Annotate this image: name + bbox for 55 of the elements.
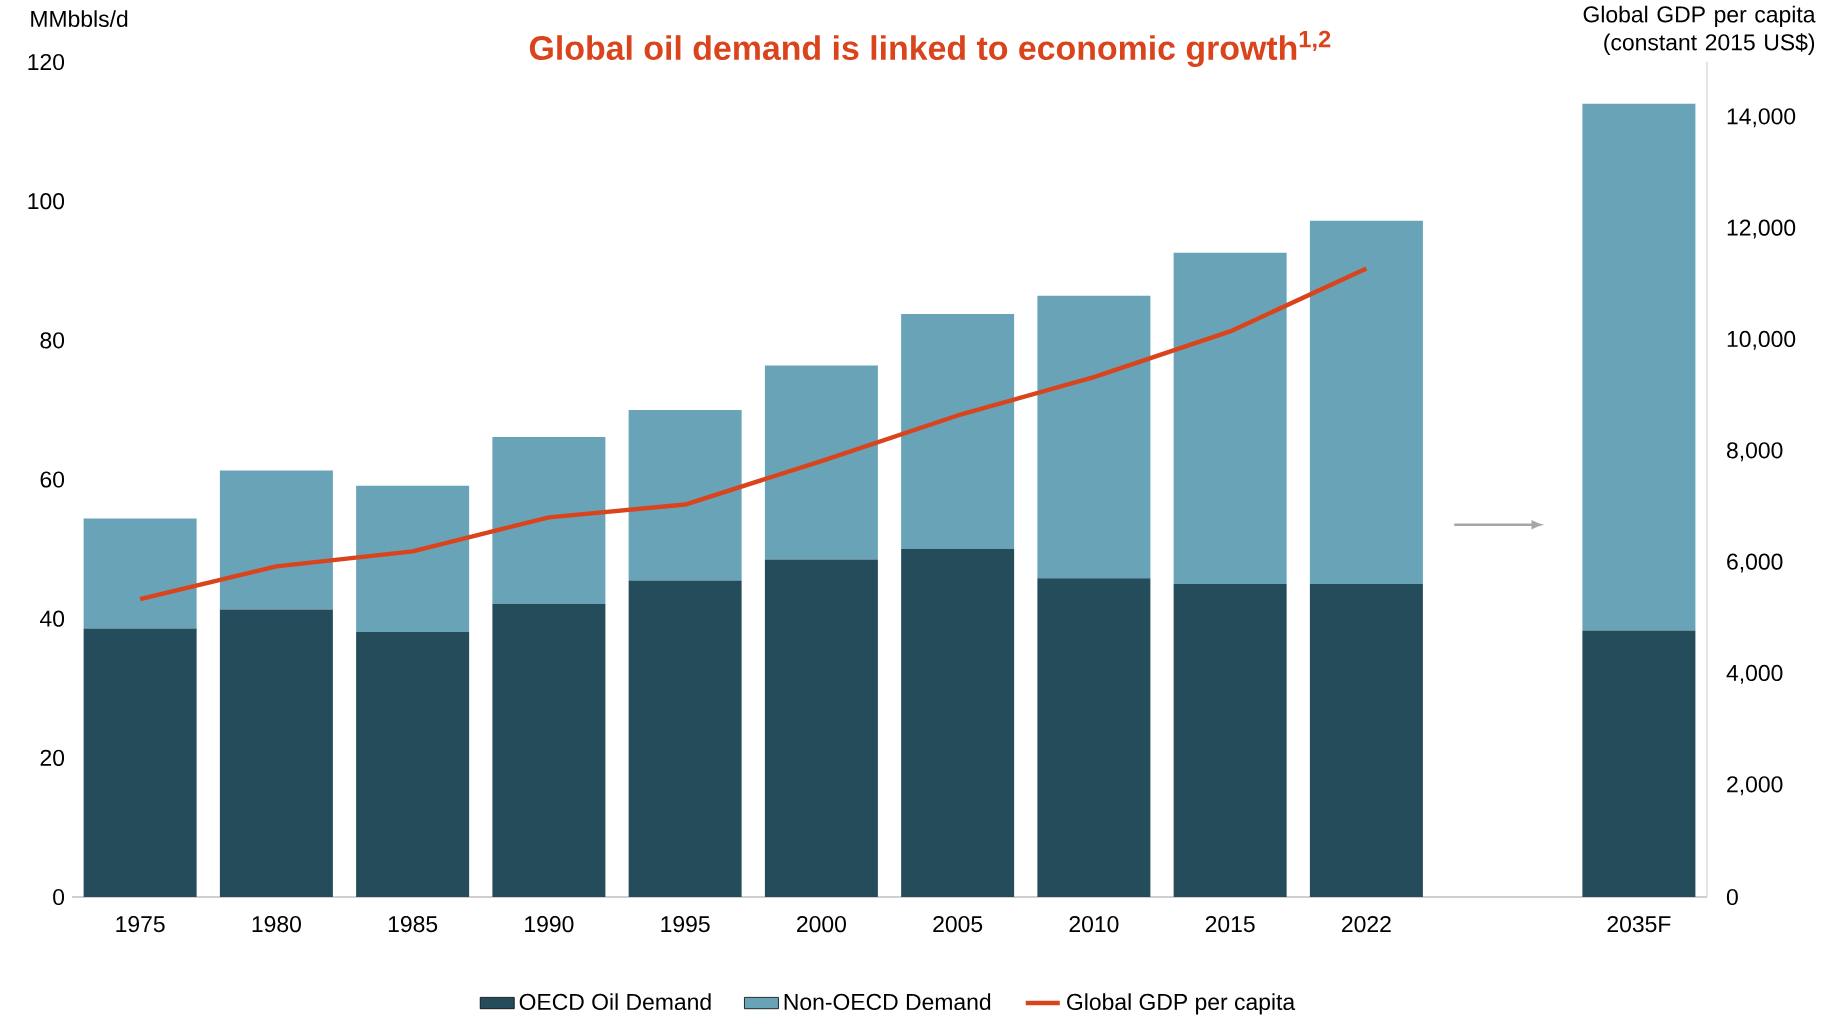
y-tick-label: 60 [40, 471, 65, 488]
legend-label: Non-OECD Demand [784, 993, 991, 1011]
x-tick-label: 1990 [525, 915, 574, 933]
bar [628, 580, 742, 897]
y-tick-label: 0 [53, 888, 65, 906]
chart-title: Global oil demand is linked to economic growth$^{1,2}$ [529, 30, 1331, 67]
bar [1582, 630, 1696, 897]
bar [628, 409, 742, 581]
x-tick-label: 2005 [933, 915, 983, 933]
x-tick-label: 2035F [1607, 915, 1671, 933]
bar [356, 631, 470, 897]
bar [1037, 295, 1151, 579]
y2-tick-label: 0 [1726, 888, 1738, 906]
bar [1037, 578, 1151, 897]
bar [764, 365, 878, 560]
bar [1173, 583, 1287, 897]
legend-label: Global GDP per capita [1067, 993, 1296, 1015]
bar [356, 485, 470, 632]
y2-tick-label: 2,000 [1727, 776, 1783, 796]
legend-label: OECD Oil Demand [519, 993, 711, 1011]
y2-tick-label: 4,000 [1726, 664, 1783, 684]
bar [83, 518, 197, 629]
y-tick-label: 120 [28, 53, 65, 71]
bar [1309, 583, 1423, 897]
y2-tick-label: 8,000 [1727, 442, 1783, 462]
y-tick-label: 40 [40, 610, 65, 627]
bar [901, 549, 1015, 897]
y2-tick-label: 14,000 [1727, 108, 1796, 128]
y2-tick-label: 10,000 [1727, 330, 1796, 350]
y2-axis-title: Global GDP per capita (constant 2015 US$) [1583, 5, 1816, 55]
line-series [137, 266, 1369, 602]
bar [492, 437, 606, 605]
y-tick-label: 20 [40, 749, 65, 766]
x-tick-label: 2022 [1342, 915, 1391, 933]
y-tick-label: 80 [40, 332, 65, 349]
bar [83, 628, 197, 897]
x-tick-label: 1980 [252, 915, 301, 933]
bar [764, 559, 878, 897]
x-tick-label: 1995 [661, 915, 710, 933]
x-tick-label: 2010 [1069, 915, 1119, 933]
bar [1173, 252, 1287, 584]
bar [901, 313, 1015, 550]
y-tick-label: 100 [28, 193, 65, 210]
y2-tick-label: 12,000 [1727, 219, 1796, 239]
x-tick-label: 1975 [116, 915, 165, 933]
x-tick-label: 1985 [388, 915, 438, 933]
bar [219, 470, 333, 610]
bar [1582, 103, 1696, 631]
y2-tick-label: 6,000 [1727, 553, 1783, 573]
bar [492, 604, 606, 897]
bar [1309, 220, 1423, 584]
y-axis-title: MMbbls/d [31, 10, 128, 28]
x-tick-label: 2000 [797, 915, 846, 933]
bar [219, 609, 333, 897]
x-tick-label: 2015 [1205, 915, 1255, 933]
